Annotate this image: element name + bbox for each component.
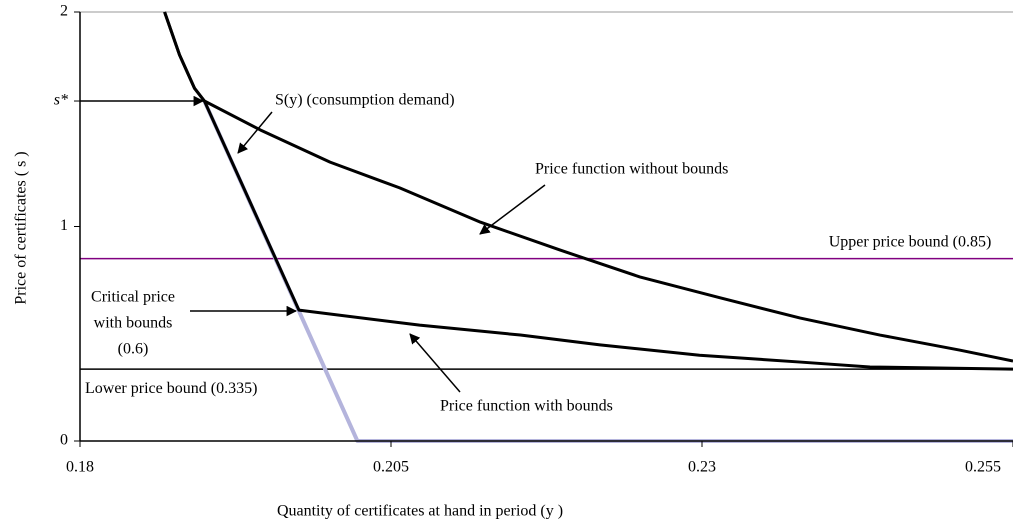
annotation-arrow (409, 333, 461, 393)
annotation: with bounds (94, 315, 173, 332)
annotation: (0.6) (118, 341, 149, 358)
bound-label: Upper price bound (0.85) (829, 233, 992, 250)
x-tick-label: 0.205 (373, 459, 409, 476)
bound-label: Lower price bound (0.335) (85, 380, 257, 397)
x-tick-label: 0.18 (66, 459, 94, 476)
x-tick-label: 0.255 (965, 459, 1001, 476)
annotation-arrow (479, 184, 546, 235)
annotation-arrow (237, 111, 273, 154)
series-line (202, 100, 1013, 443)
y-tick-label: 1 (60, 217, 68, 234)
series-label: Price function without bounds (535, 161, 728, 178)
series-label: S(y) (consumption demand) (275, 92, 455, 109)
series-line (163, 11, 1013, 371)
x-axis-title: Quantity of certificates at hand in peri… (277, 503, 563, 520)
annotation: Critical price (91, 289, 175, 306)
y-tick-label: 2 (60, 3, 68, 20)
y-axis-title: Price of certificates ( s ) (13, 151, 30, 304)
series-label: Price function with bounds (440, 398, 613, 415)
y-tick-label: s* (54, 92, 68, 109)
series-line (163, 11, 1013, 363)
x-tick-label: 0.23 (688, 459, 716, 476)
y-tick-label: 0 (60, 432, 68, 449)
